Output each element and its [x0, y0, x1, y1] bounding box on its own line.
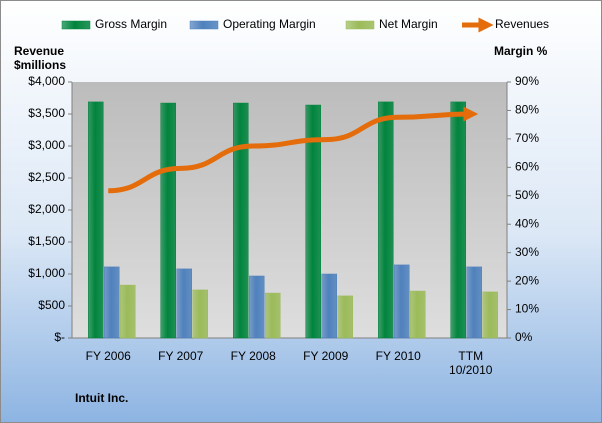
y-tick-label: $2,000: [28, 202, 65, 216]
y2-tick-label: 10%: [515, 302, 539, 316]
y2-tick-label: 50%: [515, 188, 539, 202]
y2-tick-label: 80%: [515, 103, 539, 117]
x-tick-label: TTM 10/2010: [449, 349, 493, 377]
bar: [88, 101, 104, 339]
x-tick-label: FY 2009: [303, 349, 349, 363]
bar: [160, 102, 176, 339]
bar: [249, 275, 265, 339]
y2-axis-title: Margin %: [494, 44, 548, 58]
line: [108, 106, 479, 194]
footer: Intuit Inc.: [75, 391, 129, 405]
y-tick-label: $4,000: [28, 74, 65, 88]
bar: [394, 264, 410, 339]
plot-area: [72, 82, 507, 338]
bar: [337, 295, 353, 339]
bar: [120, 284, 136, 339]
bar: [378, 101, 394, 339]
legend-swatch: [61, 20, 91, 30]
bar: [192, 289, 208, 339]
legend-label: Operating Margin: [223, 17, 316, 31]
x-tick-label: FY 2010: [375, 349, 421, 363]
bar: [321, 273, 337, 339]
y2-tick-label: 0%: [515, 330, 533, 344]
x-tick-label: FY 2007: [158, 349, 204, 363]
legend-label: Net Margin: [379, 17, 438, 31]
bar: [466, 266, 482, 339]
y-axis-title: Revenue $millions: [14, 44, 67, 72]
y-tick-label: $1,500: [28, 234, 65, 248]
legend-label: Gross Margin: [95, 17, 167, 31]
y-tick-label: $500: [38, 298, 65, 312]
y2-tick-label: 40%: [515, 216, 539, 230]
bar: [104, 266, 120, 339]
y-tick-label: $2,500: [28, 170, 65, 184]
y2-tick-label: 60%: [515, 160, 539, 174]
bar: [265, 292, 281, 339]
x-tick-label: FY 2006: [85, 349, 131, 363]
y-tick-label: $-: [54, 330, 65, 344]
y-tick-label: $1,000: [28, 266, 65, 280]
y2-tick-label: 30%: [515, 245, 539, 259]
legend-swatch: [189, 20, 219, 30]
legend-swatch: [345, 20, 375, 30]
bar: [305, 104, 321, 339]
legend-label: Revenues: [495, 17, 549, 31]
y2-tick-label: 90%: [515, 74, 539, 88]
y2-tick-label: 70%: [515, 131, 539, 145]
x-tick-label: FY 2008: [230, 349, 276, 363]
y-tick-label: $3,500: [28, 106, 65, 120]
y2-tick-label: 20%: [515, 273, 539, 287]
bar: [233, 102, 249, 339]
y-tick-label: $3,000: [28, 138, 65, 152]
bar: [410, 290, 426, 339]
bar: [450, 101, 466, 339]
bar: [176, 268, 192, 339]
bar: [482, 291, 498, 339]
